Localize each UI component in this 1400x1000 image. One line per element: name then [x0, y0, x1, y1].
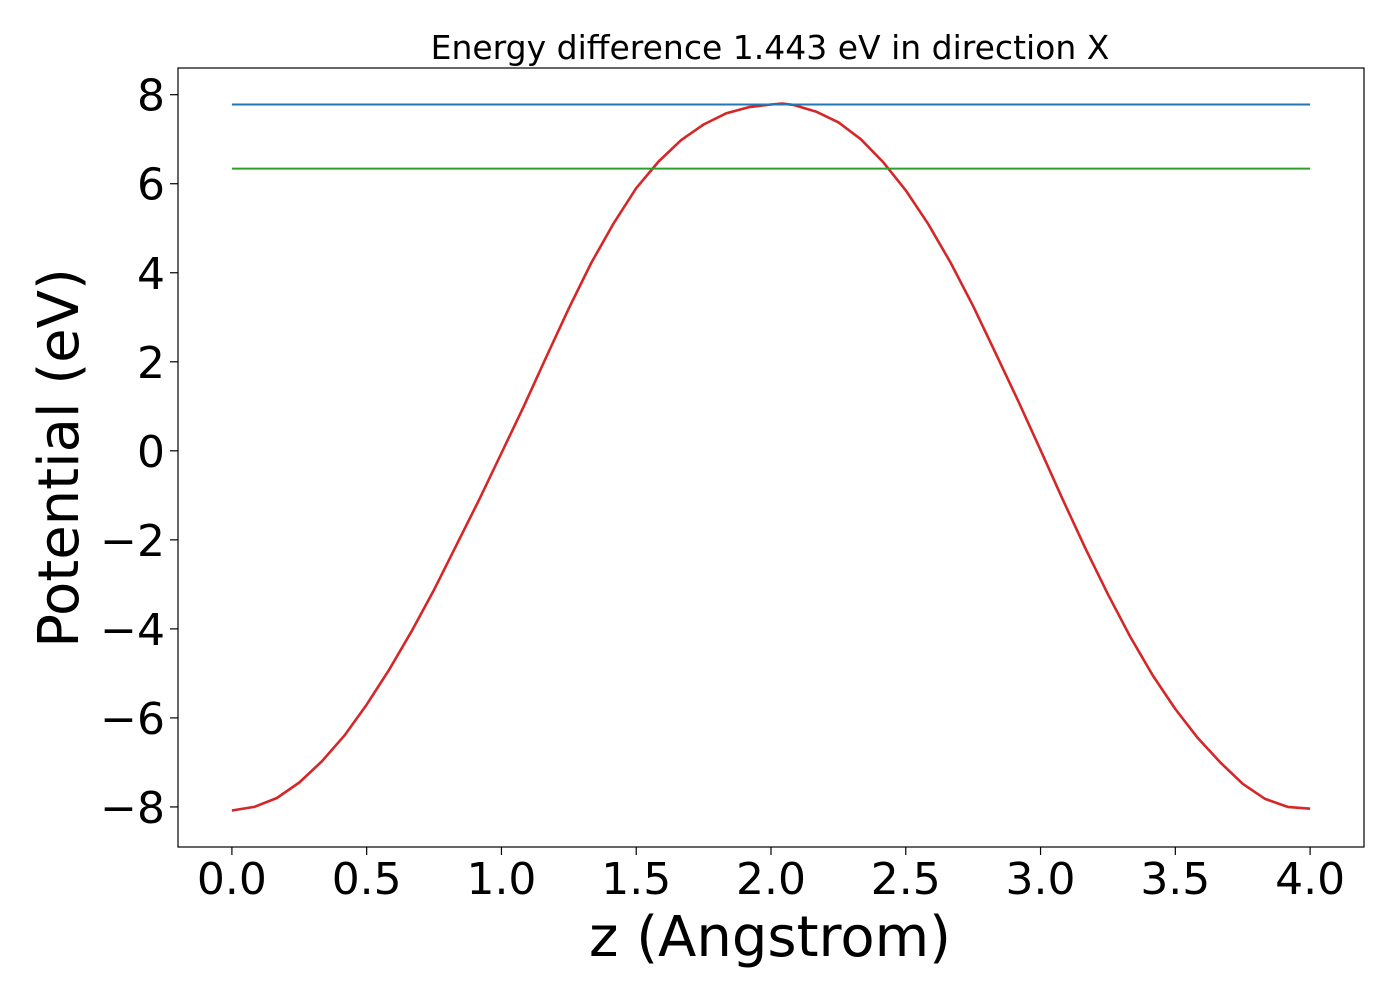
x-tick-label: 3.5 — [1140, 854, 1210, 905]
y-tick-label: 0 — [137, 427, 165, 478]
x-tick-label: 1.0 — [466, 854, 536, 905]
x-tick-label: 0.5 — [332, 854, 402, 905]
y-tick-label: −2 — [100, 516, 165, 567]
plot-area — [231, 102, 1311, 812]
x-tick-label: 2.0 — [736, 854, 806, 905]
x-tick-label: 3.0 — [1006, 854, 1076, 905]
x-tick-label: 2.5 — [871, 854, 941, 905]
potential-curve — [231, 102, 1311, 812]
y-axis: −8 −6 −4 −2 0 2 4 6 8 — [100, 71, 178, 834]
y-tick-label: 2 — [137, 338, 165, 389]
y-tick-label: −6 — [100, 694, 165, 745]
y-tick-label: −8 — [100, 783, 165, 834]
x-tick-label: 4.0 — [1275, 854, 1345, 905]
y-tick-label: 6 — [137, 160, 165, 211]
x-axis: 0.0 0.5 1.0 1.5 2.0 2.5 3.0 3.5 4.0 — [197, 847, 1345, 905]
y-tick-label: 8 — [137, 71, 165, 122]
y-tick-label: −4 — [100, 605, 165, 656]
y-axis-label: Potential (eV) — [27, 268, 92, 648]
chart-title: Energy difference 1.443 eV in direction … — [431, 28, 1110, 67]
plot-frame — [177, 67, 1365, 848]
x-tick-label: 1.5 — [601, 854, 671, 905]
x-tick-label: 0.0 — [197, 854, 267, 905]
x-axis-label: z (Angstrom) — [589, 905, 951, 970]
y-tick-label: 4 — [137, 249, 165, 300]
